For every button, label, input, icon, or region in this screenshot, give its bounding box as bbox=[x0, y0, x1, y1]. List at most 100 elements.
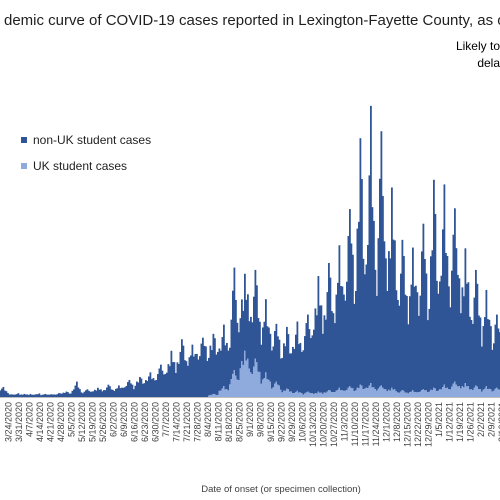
bar-non-uk bbox=[251, 322, 254, 375]
bar-non-uk bbox=[38, 393, 41, 397]
bar-non-uk bbox=[440, 275, 443, 390]
bar-non-uk bbox=[106, 387, 108, 397]
bar-uk bbox=[326, 391, 329, 397]
bar-uk bbox=[487, 388, 489, 397]
x-tick-label: 2/9/2021 bbox=[487, 402, 497, 437]
bar-non-uk bbox=[152, 378, 155, 397]
bar-uk bbox=[418, 392, 420, 397]
bar-non-uk bbox=[418, 315, 420, 393]
bar-non-uk bbox=[46, 394, 48, 397]
bar-uk bbox=[425, 390, 428, 397]
bar-non-uk bbox=[58, 393, 60, 397]
bar-non-uk bbox=[253, 296, 255, 367]
bar-non-uk bbox=[428, 308, 431, 392]
bar-non-uk bbox=[368, 175, 371, 386]
bar-non-uk bbox=[454, 208, 456, 382]
bar-non-uk bbox=[455, 248, 458, 385]
bar-non-uk bbox=[344, 300, 347, 391]
bar-non-uk bbox=[409, 296, 411, 393]
bar-non-uk bbox=[377, 238, 380, 389]
bar-uk bbox=[317, 391, 320, 397]
bar-non-uk bbox=[136, 381, 138, 397]
bar-non-uk bbox=[164, 373, 167, 397]
bar-non-uk bbox=[142, 383, 144, 397]
bar-non-uk bbox=[257, 318, 260, 372]
legend-label-uk: UK student cases bbox=[33, 159, 127, 173]
bar-uk bbox=[374, 389, 377, 397]
x-tick-label: 8/11/2020 bbox=[214, 402, 224, 441]
bar-non-uk bbox=[143, 383, 146, 397]
x-tick-label: 9/1/2020 bbox=[245, 402, 255, 437]
bar-uk bbox=[428, 391, 431, 397]
bar-non-uk bbox=[401, 239, 404, 391]
bar-non-uk bbox=[194, 354, 197, 397]
bar-non-uk bbox=[118, 385, 120, 397]
bar-uk bbox=[401, 390, 404, 397]
x-tick-label: 12/29/2020 bbox=[424, 402, 434, 447]
bar-uk bbox=[248, 368, 251, 397]
bar-non-uk bbox=[188, 357, 191, 397]
bar-uk bbox=[313, 394, 315, 397]
bar-non-uk bbox=[223, 324, 225, 387]
bar-non-uk bbox=[461, 287, 464, 387]
x-tick-label: 4/21/2020 bbox=[46, 402, 56, 442]
bar-non-uk bbox=[65, 391, 68, 397]
bar-non-uk bbox=[290, 353, 293, 392]
bar-non-uk bbox=[320, 305, 323, 393]
bar-non-uk bbox=[85, 390, 87, 397]
bar-non-uk bbox=[215, 354, 218, 395]
bar-non-uk bbox=[451, 270, 453, 387]
bar-non-uk bbox=[35, 394, 38, 397]
delay-note-line-1: Likely to bbox=[456, 39, 500, 53]
bar-non-uk bbox=[112, 389, 114, 397]
bar-non-uk bbox=[179, 351, 182, 397]
x-tick-label: 6/30/2020 bbox=[151, 402, 161, 442]
bar-uk bbox=[439, 389, 441, 397]
bar-non-uk bbox=[5, 391, 8, 397]
bar-uk bbox=[247, 358, 249, 397]
bar-uk bbox=[470, 389, 473, 397]
x-tick-label: 12/22/2020 bbox=[413, 402, 423, 447]
bar-non-uk bbox=[427, 320, 429, 393]
bar-non-uk bbox=[47, 394, 50, 397]
bar-non-uk bbox=[395, 290, 398, 392]
x-tick-label: 10/13/2020 bbox=[308, 402, 318, 447]
bar-uk bbox=[260, 383, 263, 397]
bar-uk bbox=[419, 391, 422, 397]
bar-non-uk bbox=[458, 278, 461, 387]
bar-non-uk bbox=[430, 256, 432, 390]
bar-non-uk bbox=[220, 350, 222, 391]
bar-non-uk bbox=[70, 393, 72, 397]
bar-non-uk bbox=[79, 389, 81, 397]
bar-uk bbox=[221, 388, 224, 397]
bar-uk bbox=[335, 390, 338, 397]
bar-uk bbox=[226, 389, 228, 397]
x-tick-label: 1/19/2021 bbox=[455, 402, 465, 442]
bar-non-uk bbox=[382, 195, 384, 388]
bar-non-uk bbox=[32, 394, 35, 397]
bar-uk bbox=[398, 392, 401, 397]
bar-non-uk bbox=[31, 394, 33, 397]
bar-uk bbox=[449, 389, 452, 397]
bar-non-uk bbox=[40, 395, 42, 397]
bar-uk bbox=[352, 388, 354, 397]
bar-non-uk bbox=[169, 366, 171, 397]
bar-non-uk bbox=[272, 346, 275, 388]
bar-non-uk bbox=[121, 387, 123, 397]
bar-non-uk bbox=[334, 323, 336, 393]
bar-non-uk bbox=[313, 329, 315, 395]
bar-non-uk bbox=[119, 388, 122, 397]
bar-non-uk bbox=[146, 380, 149, 397]
bar-non-uk bbox=[122, 387, 125, 397]
bar-non-uk bbox=[227, 350, 230, 391]
bar-uk bbox=[319, 392, 321, 397]
bar-uk bbox=[371, 387, 374, 397]
bar-non-uk bbox=[28, 395, 30, 397]
bar-non-uk bbox=[140, 378, 143, 397]
bar-uk bbox=[289, 391, 291, 397]
bar-non-uk bbox=[416, 292, 419, 393]
bar-uk bbox=[394, 389, 396, 397]
bar-uk bbox=[307, 391, 309, 397]
bar-uk bbox=[493, 390, 495, 397]
bar-uk bbox=[391, 387, 393, 397]
